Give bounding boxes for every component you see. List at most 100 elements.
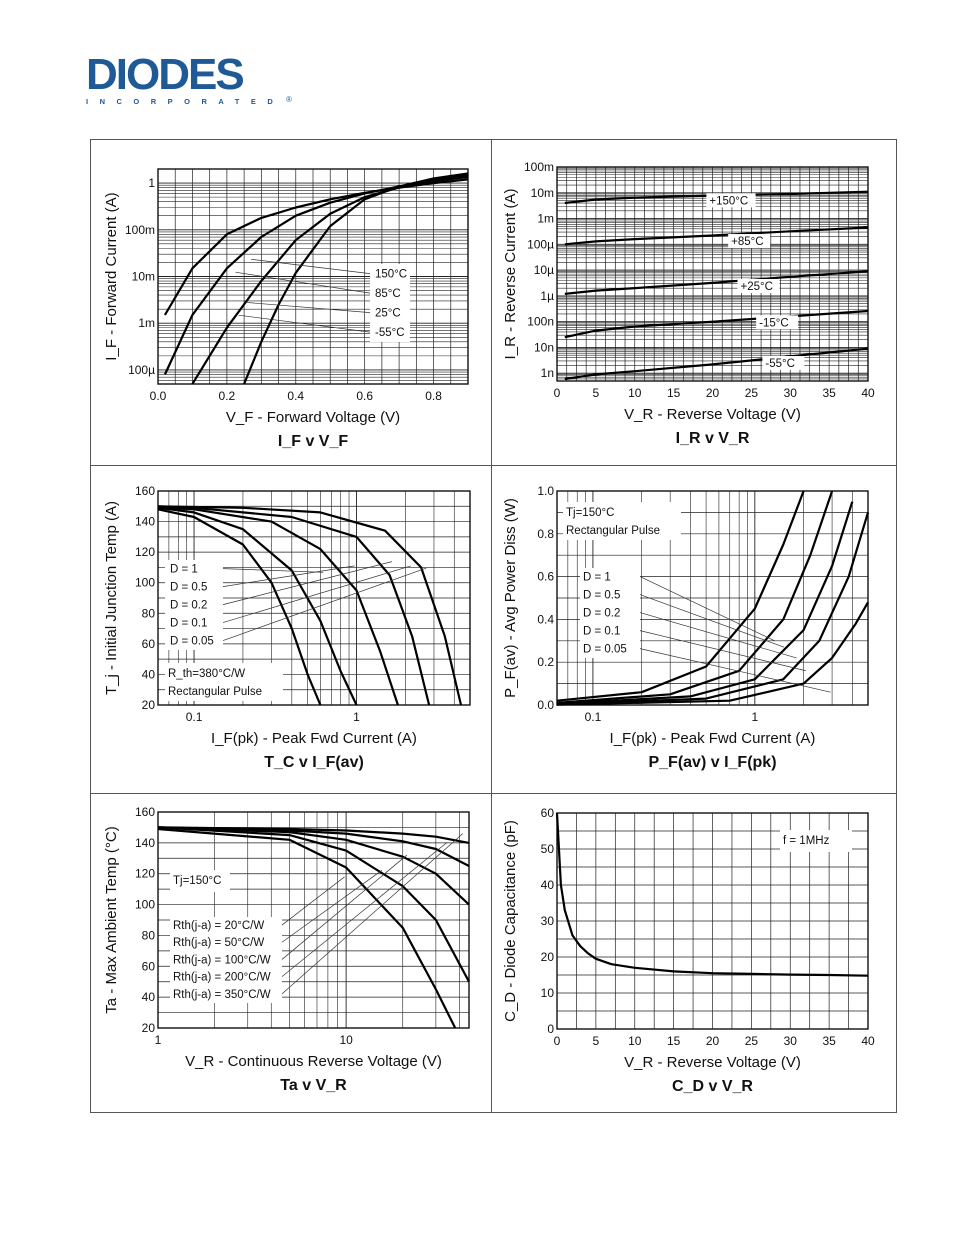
legend-entry: 150°C bbox=[375, 269, 407, 281]
svg-text:INCORPORATED: INCORPORATED bbox=[86, 97, 284, 106]
annotation-text: Tj=150°C bbox=[173, 875, 221, 887]
x-tick-label: 35 bbox=[822, 1034, 836, 1048]
series-label: -55°C bbox=[765, 358, 795, 370]
leader-line bbox=[281, 841, 448, 977]
plot-frame bbox=[157, 490, 471, 706]
y-tick-label: 20 bbox=[142, 698, 156, 712]
leader-line bbox=[235, 271, 371, 294]
y-tick-label: 1m bbox=[537, 212, 554, 226]
x-tick-label: 20 bbox=[706, 1034, 720, 1048]
leader-line bbox=[281, 876, 345, 926]
y-axis-label: T_j - Initial Junction Temp (A) bbox=[103, 501, 120, 695]
label-bg bbox=[737, 278, 780, 293]
annotation-box bbox=[170, 870, 230, 892]
legend-box bbox=[165, 560, 223, 650]
chart-title: I_F v V_F bbox=[278, 433, 348, 450]
legend-box bbox=[170, 917, 282, 1003]
leader-line bbox=[639, 648, 831, 693]
x-tick-label: 25 bbox=[745, 1034, 759, 1048]
x-tick-label: 0.4 bbox=[287, 389, 304, 403]
legend-entry: D = 0.05 bbox=[170, 636, 214, 648]
leader-line bbox=[639, 612, 797, 659]
series-line bbox=[163, 175, 469, 375]
y-tick-label: 40 bbox=[142, 990, 156, 1004]
y-tick-label: 20 bbox=[541, 950, 555, 964]
series-line bbox=[157, 506, 399, 706]
series-label: +25°C bbox=[740, 281, 772, 293]
label-bg bbox=[728, 234, 771, 249]
leader-line bbox=[222, 567, 427, 641]
leader-line bbox=[222, 568, 324, 573]
legend-box bbox=[580, 568, 640, 658]
x-tick-label: 10 bbox=[628, 386, 642, 400]
annotation-text: Rectangular Pulse bbox=[566, 525, 660, 537]
chart-title: T_C v I_F(av) bbox=[264, 754, 364, 771]
legend-entry: 85°C bbox=[375, 288, 401, 300]
legend-entry: D = 0.1 bbox=[170, 618, 207, 630]
series-line bbox=[556, 501, 854, 705]
series-line bbox=[157, 827, 457, 1029]
legend-box bbox=[370, 264, 410, 342]
annotation-box bbox=[780, 830, 852, 852]
y-tick-label: 100 bbox=[135, 898, 155, 912]
x-axis-label: V_R - Reverse Voltage (V) bbox=[624, 1054, 801, 1071]
chart-title: C_D v V_R bbox=[672, 1078, 753, 1095]
legend-entry: D = 0.5 bbox=[170, 582, 207, 594]
leader-line bbox=[222, 565, 411, 623]
leader-line bbox=[250, 258, 371, 274]
leader-line bbox=[281, 870, 383, 943]
series-line bbox=[157, 826, 470, 867]
label-bg bbox=[706, 193, 756, 208]
y-tick-label: 140 bbox=[135, 836, 155, 850]
x-tick-label: 0.6 bbox=[356, 389, 373, 403]
y-tick-label: 0.6 bbox=[537, 570, 554, 584]
plot-frame bbox=[556, 166, 869, 382]
leader-line bbox=[244, 301, 371, 313]
leader-line bbox=[639, 576, 775, 642]
y-tick-label: 30 bbox=[541, 914, 555, 928]
series-line bbox=[564, 226, 869, 246]
series-label: -15°C bbox=[759, 317, 789, 329]
y-tick-label: 10n bbox=[534, 340, 554, 354]
y-tick-label: 120 bbox=[135, 545, 155, 559]
annotation-text: Rectangular Pulse bbox=[168, 686, 262, 698]
series-line bbox=[157, 826, 470, 906]
y-tick-label: 0.2 bbox=[537, 655, 554, 669]
x-tick-label: 40 bbox=[861, 1034, 875, 1048]
x-tick-label: 1 bbox=[155, 1033, 162, 1047]
series-line bbox=[564, 309, 869, 339]
y-tick-label: 80 bbox=[142, 606, 156, 620]
y-tick-label: 50 bbox=[541, 842, 555, 856]
series-line bbox=[243, 172, 469, 385]
leader-line bbox=[222, 561, 393, 605]
legend-entry: Rth(j-a) = 50°C/W bbox=[173, 937, 264, 949]
y-tick-label: 1.0 bbox=[537, 484, 554, 498]
x-tick-label: 15 bbox=[667, 386, 681, 400]
x-tick-label: 10 bbox=[628, 1034, 642, 1048]
y-tick-label: 0 bbox=[547, 1022, 554, 1036]
chart-ta-vr: 1 10 20 40 60 80 100 120 140 160 V_R - Continuous … bbox=[103, 805, 470, 1094]
y-tick-label: 80 bbox=[142, 928, 156, 942]
x-axis-label: V_F - Forward Voltage (V) bbox=[226, 409, 400, 426]
series-line bbox=[157, 508, 322, 706]
series-line bbox=[564, 347, 869, 381]
y-tick-label: 60 bbox=[142, 959, 156, 973]
series-line bbox=[556, 490, 834, 704]
plot-frame bbox=[157, 168, 469, 385]
y-tick-label: 10m bbox=[132, 270, 155, 284]
y-tick-label: 140 bbox=[135, 515, 155, 529]
x-tick-label: 0 bbox=[554, 1034, 561, 1048]
series-line bbox=[556, 512, 870, 706]
y-tick-label: 100 bbox=[135, 576, 155, 590]
legend-entry: D = 0.1 bbox=[583, 626, 620, 638]
legend-entry: D = 0.05 bbox=[583, 644, 627, 656]
x-tick-label: 20 bbox=[706, 386, 720, 400]
series-label: +150°C bbox=[709, 195, 748, 207]
x-tick-label: 35 bbox=[822, 386, 836, 400]
y-tick-label: 100µ bbox=[128, 363, 155, 377]
chart-ir-vr: 0 5 10 15 20 25 30 35 40 1n 10n 100n 1µ 10µ 100µ 1m 10m 1… bbox=[502, 160, 875, 447]
chart-grid bbox=[90, 139, 897, 1113]
chart-cd-vr: 0 5 10 15 20 25 30 35 40 0 10 20 30 40 50 60 V_R - Rever… bbox=[502, 806, 875, 1095]
series-line bbox=[564, 270, 869, 295]
